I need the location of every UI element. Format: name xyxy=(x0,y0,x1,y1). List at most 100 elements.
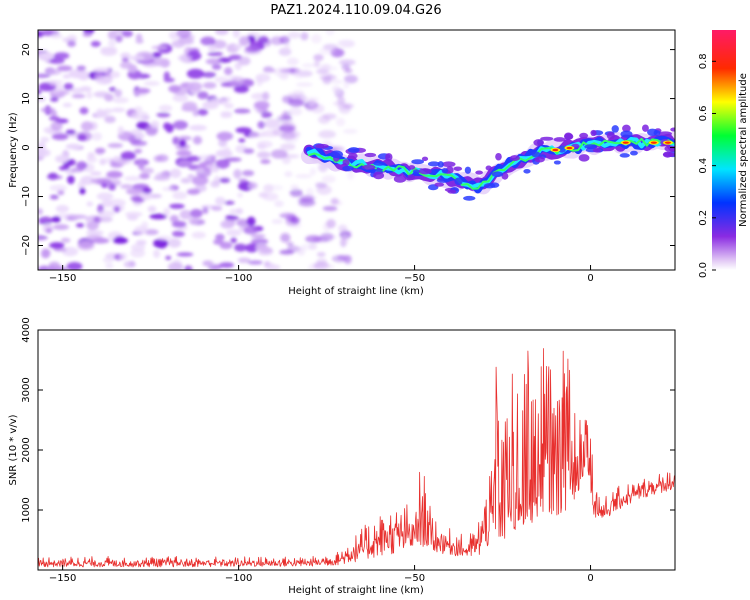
noise-blob xyxy=(215,233,225,241)
colorbar-label: Normalized spectral amplitude xyxy=(738,73,749,227)
noise-blob xyxy=(288,99,305,107)
noise-blob xyxy=(117,126,124,136)
snr-y-tick-label: 1000 xyxy=(21,497,32,522)
noise-blob xyxy=(223,102,234,109)
colorbar: 0.0 0.2 0.4 0.6 0.8 Normalized spectral ampl… xyxy=(698,30,749,278)
noise-blob xyxy=(108,198,126,207)
noise-blob xyxy=(163,71,170,82)
noise-blob xyxy=(263,68,276,73)
noise-blob xyxy=(330,198,339,205)
ridge-blob xyxy=(347,147,360,153)
noise-blob xyxy=(50,110,58,117)
noise-blob xyxy=(130,243,146,252)
noise-blob xyxy=(114,89,123,98)
noise-blob xyxy=(210,180,221,188)
noise-blob xyxy=(168,238,181,248)
noise-blob xyxy=(223,200,235,205)
noise-blob xyxy=(180,177,192,184)
ridge-blob xyxy=(531,151,541,158)
noise-blob xyxy=(171,230,185,238)
noise-blob xyxy=(202,206,209,214)
noise-blob xyxy=(290,184,299,190)
noise-blob xyxy=(150,120,160,129)
ridge-blob xyxy=(662,152,675,157)
noise-blob xyxy=(284,42,291,49)
noise-blob xyxy=(179,139,187,148)
noise-blob xyxy=(98,216,113,223)
ridge-blob xyxy=(490,182,500,188)
spectrogram-y-tick-label: −10 xyxy=(21,186,32,207)
noise-blob xyxy=(56,65,73,72)
noise-blob xyxy=(112,237,129,244)
noise-blob xyxy=(82,32,93,37)
ridge-blob xyxy=(445,166,454,174)
noise-blob xyxy=(211,205,223,211)
noise-blob xyxy=(319,47,336,55)
noise-blob xyxy=(322,205,338,212)
noise-blob xyxy=(115,34,123,43)
noise-blob xyxy=(66,159,76,166)
noise-blob xyxy=(316,184,332,195)
noise-blob xyxy=(129,55,145,61)
ridge-blob xyxy=(447,189,457,194)
noise-blob xyxy=(87,152,95,161)
noise-blob xyxy=(106,170,123,179)
noise-blob xyxy=(51,216,61,223)
noise-blob xyxy=(270,149,288,159)
ridge-blob xyxy=(436,178,451,183)
noise-blob xyxy=(313,261,330,270)
noise-blob xyxy=(233,108,251,114)
noise-blob xyxy=(214,76,229,83)
noise-blob xyxy=(234,44,242,50)
noise-blob xyxy=(229,208,237,215)
noise-blob xyxy=(235,208,244,215)
noise-blob xyxy=(79,187,86,195)
noise-blob xyxy=(202,100,219,110)
ridge-blob xyxy=(620,130,633,138)
noise-blob xyxy=(313,60,321,68)
noise-blob xyxy=(218,139,228,147)
noise-blob xyxy=(247,182,258,190)
noise-blob xyxy=(243,148,255,154)
ridge-blob xyxy=(553,160,561,165)
ridge-hot-red xyxy=(566,146,573,150)
noise-blob xyxy=(289,188,303,197)
noise-blob xyxy=(130,140,148,147)
noise-blob xyxy=(90,40,101,47)
noise-blob xyxy=(342,42,356,47)
ridge-blob xyxy=(315,143,329,149)
noise-blob xyxy=(235,127,252,134)
noise-blob xyxy=(318,115,331,124)
noise-blob xyxy=(96,192,114,201)
noise-blob xyxy=(177,54,193,62)
ridge-blob xyxy=(342,159,350,166)
noise-blob xyxy=(112,96,129,104)
noise-blob xyxy=(343,255,352,265)
noise-blob xyxy=(120,151,136,161)
noise-blob xyxy=(38,208,43,215)
ridge-blob xyxy=(408,165,416,170)
noise-blob xyxy=(176,150,192,157)
noise-blob xyxy=(98,210,116,218)
ridge-blob xyxy=(441,167,449,174)
noise-blob xyxy=(262,192,279,201)
noise-blob xyxy=(335,117,346,127)
noise-blob xyxy=(262,91,270,101)
noise-blob xyxy=(238,138,246,143)
noise-blob xyxy=(79,86,92,92)
noise-blob xyxy=(264,118,280,129)
noise-blob xyxy=(343,103,354,110)
noise-blob xyxy=(320,232,334,242)
noise-blob xyxy=(55,154,69,163)
noise-blob xyxy=(278,124,295,132)
spectrogram-xlabel: Height of straight line (km) xyxy=(288,286,424,297)
noise-blob xyxy=(300,243,313,251)
ridge-blob xyxy=(412,169,420,174)
ridge-blob xyxy=(385,153,393,162)
noise-blob xyxy=(156,112,171,118)
ridge-blob xyxy=(622,124,631,133)
ridge-blob xyxy=(364,152,377,158)
noise-blob xyxy=(202,81,217,89)
spectrogram-x-tick-label: −50 xyxy=(404,273,425,284)
